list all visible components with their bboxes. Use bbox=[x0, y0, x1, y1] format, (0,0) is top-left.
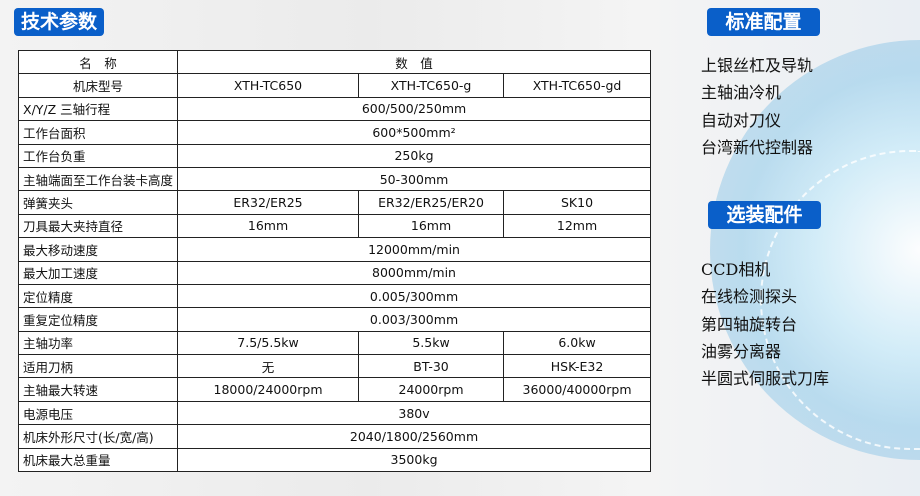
row-label: 最大移动速度 bbox=[17, 237, 179, 262]
row-value: 无 bbox=[177, 354, 360, 379]
table-row: 电源电压 380v bbox=[17, 400, 652, 426]
row-label: 刀具最大夹持直径 bbox=[17, 213, 179, 239]
table-row: 适用刀柄无 BT-30 HSK-E32 bbox=[17, 354, 652, 379]
list-item: 半圆式伺服式刀库 bbox=[701, 369, 830, 389]
row-label: 主轴端面至工作台装卡高度 bbox=[17, 166, 179, 192]
row-value: SK10 bbox=[503, 190, 652, 215]
list-item: 自动对刀仪 bbox=[701, 110, 782, 130]
row-value: 6.0kw bbox=[503, 330, 652, 356]
table-row: 主轴功率 7.5/5.5kw 5.5kw 6.0kw bbox=[17, 330, 652, 356]
header-value: 数 值 bbox=[177, 49, 652, 75]
row-value: 16mm bbox=[358, 213, 505, 239]
table-row: 工作台面积 600*500mm² bbox=[17, 120, 652, 145]
table-row: 机床外形尺寸(长/宽/高) 2040/1800/2560mm bbox=[17, 424, 652, 449]
row-label: X/Y/Z 三轴行程 bbox=[17, 96, 179, 122]
row-label: 最大加工速度 bbox=[17, 260, 179, 285]
row-value: 3500kg bbox=[177, 447, 652, 473]
table-row: 主轴最大转速 18000/24000rpm 24000rpm 36000/40000r… bbox=[17, 377, 652, 402]
row-value: 600*500mm² bbox=[177, 120, 652, 145]
row-value: 7.5/5.5kw bbox=[177, 330, 360, 356]
table-row: 重复定位精度 0.003/300mm bbox=[17, 307, 652, 332]
row-value: 50-300mm bbox=[177, 166, 652, 192]
standard-config-list: 上银丝杠及导轨 主轴油冷机自动对刀仪台湾新代控制器 bbox=[701, 52, 813, 161]
row-label: 电源电压 bbox=[17, 400, 179, 426]
table-row: 机床型号 XTH-TC650 XTH-TC650-g XTH-TC650-gd bbox=[17, 73, 652, 98]
row-label: 主轴功率 bbox=[17, 330, 179, 356]
table-row: 刀具最大夹持直径 16mm 16mm 12mm bbox=[17, 213, 652, 239]
optional-accessories-list: CCD相机在线检测探头 第四轴旋转台 油雾分离器半圆式伺服式刀库 bbox=[701, 256, 829, 392]
row-value: 8000mm/min bbox=[177, 260, 652, 285]
row-value: 2040/1800/2560mm bbox=[177, 424, 652, 449]
row-label: 工作台负重 bbox=[17, 143, 179, 168]
row-label: 工作台面积 bbox=[17, 120, 179, 145]
list-item: 油雾分离器 bbox=[701, 341, 782, 361]
table-row: 工作台负重 250kg bbox=[17, 143, 652, 168]
row-value: HSK-E32 bbox=[503, 354, 652, 379]
optional-accessories-badge: 选装配件 bbox=[708, 201, 821, 229]
row-label: 弹簧夹头 bbox=[17, 190, 179, 215]
table-row: X/Y/Z 三轴行程 600/500/250mm bbox=[17, 96, 652, 122]
row-label: 适用刀柄 bbox=[17, 354, 179, 379]
table-header-row: 名 称数 值 bbox=[17, 49, 652, 75]
row-value: 0.005/300mm bbox=[177, 283, 652, 309]
table-row: 机床最大总重量 3500kg bbox=[17, 447, 652, 473]
list-item: 第四轴旋转台 bbox=[701, 314, 798, 334]
list-item: 台湾新代控制器 bbox=[701, 137, 814, 157]
row-label: 定位精度 bbox=[17, 283, 179, 309]
row-value: ER32/ER25/ER20 bbox=[358, 190, 505, 215]
spec-table: 名 称数 值机床型号 XTH-TC650 XTH-TC650-g XTH-TC650-… bbox=[17, 49, 652, 473]
table-row: 弹簧夹头 ER32/ER25 ER32/ER25/ER20 SK10 bbox=[17, 190, 652, 215]
table-row: 主轴端面至工作台装卡高度 50-300mm bbox=[17, 166, 652, 192]
list-item: 在线检测探头 bbox=[701, 287, 798, 307]
list-item: CCD相机 bbox=[701, 260, 771, 279]
spec-title-badge: 技术参数 bbox=[14, 8, 104, 36]
row-value: 12mm bbox=[503, 213, 652, 239]
row-value: 600/500/250mm bbox=[177, 96, 652, 122]
row-value: 24000rpm bbox=[358, 377, 505, 402]
row-value: 12000mm/min bbox=[177, 237, 652, 262]
row-value: 0.003/300mm bbox=[177, 307, 652, 332]
row-value: XTH-TC650-g bbox=[358, 73, 505, 98]
header-name: 名 称 bbox=[17, 49, 179, 75]
row-value: XTH-TC650-gd bbox=[503, 73, 652, 98]
row-label: 机床外形尺寸(长/宽/高) bbox=[17, 424, 179, 449]
row-label: 主轴最大转速 bbox=[17, 377, 179, 402]
row-label: 机床型号 bbox=[17, 73, 179, 98]
row-value: BT-30 bbox=[358, 354, 505, 379]
row-value: ER32/ER25 bbox=[177, 190, 360, 215]
row-value: 16mm bbox=[177, 213, 360, 239]
row-label: 机床最大总重量 bbox=[17, 447, 179, 473]
row-value: 36000/40000rpm bbox=[503, 377, 652, 402]
table-row: 最大加工速度 8000mm/min bbox=[17, 260, 652, 285]
standard-config-badge: 标准配置 bbox=[707, 8, 820, 36]
row-value: 18000/24000rpm bbox=[177, 377, 360, 402]
table-row: 定位精度 0.005/300mm bbox=[17, 283, 652, 309]
row-value: XTH-TC650 bbox=[177, 73, 360, 98]
row-value: 380v bbox=[177, 400, 652, 426]
list-item: 上银丝杠及导轨 bbox=[701, 56, 814, 75]
row-value: 5.5kw bbox=[358, 330, 505, 356]
row-label: 重复定位精度 bbox=[17, 307, 179, 332]
row-value: 250kg bbox=[177, 143, 652, 168]
list-item: 主轴油冷机 bbox=[701, 83, 782, 103]
table-row: 最大移动速度 12000mm/min bbox=[17, 237, 652, 262]
